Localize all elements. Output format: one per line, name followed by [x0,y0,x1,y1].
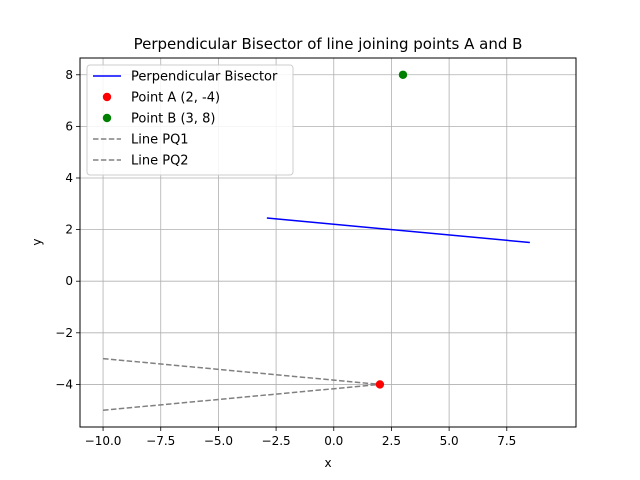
legend-swatch-point-b-3-8 [102,113,112,123]
chart-title: Perpendicular Bisector of line joining p… [134,35,523,53]
x-tick-label: 7.5 [497,434,516,448]
axis-ticks: −10.0 −7.5 −5.0 −2.5 0.0 2.5 5.0 7.5 −4 −2 0 2 4 6 8 [55,68,516,448]
y-tick-label: 6 [65,119,73,133]
x-tick-label: −7.5 [146,434,175,448]
x-tick-label: −5.0 [204,434,233,448]
x-axis-label: x [324,456,331,470]
point-a-2-4-marker [375,380,385,389]
x-tick-label: 2.5 [382,434,401,448]
line-pq1-line [103,357,380,386]
legend-label-perpendicular-bisector: Perpendicular Bisector [131,70,278,85]
x-tick-label: −2.5 [262,434,291,448]
legend-label-line-pq1: Line PQ1 [131,133,189,148]
y-tick-label: −2 [55,326,73,340]
x-tick-label: 0.0 [324,434,343,448]
plot-data [103,70,530,411]
perpendicular-bisector-line [266,217,530,244]
legend: Perpendicular Bisector Point A (2, -4) Poi… [86,64,294,176]
legend-box [86,64,294,176]
y-axis-label: y [30,238,44,245]
x-tick-label: −10.0 [85,434,122,448]
line-pq2-line [103,383,380,411]
y-tick-label: −4 [55,377,73,391]
legend-label-line-pq2: Line PQ2 [131,154,189,169]
plot-frame [79,57,577,428]
x-tick-label: 5.0 [440,434,459,448]
y-tick-label: 2 [65,223,73,237]
legend-swatch-point-a-2-4 [102,92,112,102]
point-b-3-8-marker [398,70,408,79]
y-tick-label: 8 [65,68,73,82]
y-tick-label: 0 [65,274,73,288]
y-tick-label: 4 [65,171,73,185]
legend-label-point-a-2-4: Point A (2, -4) [131,91,220,106]
legend-label-point-b-3-8: Point B (3, 8) [131,112,215,127]
